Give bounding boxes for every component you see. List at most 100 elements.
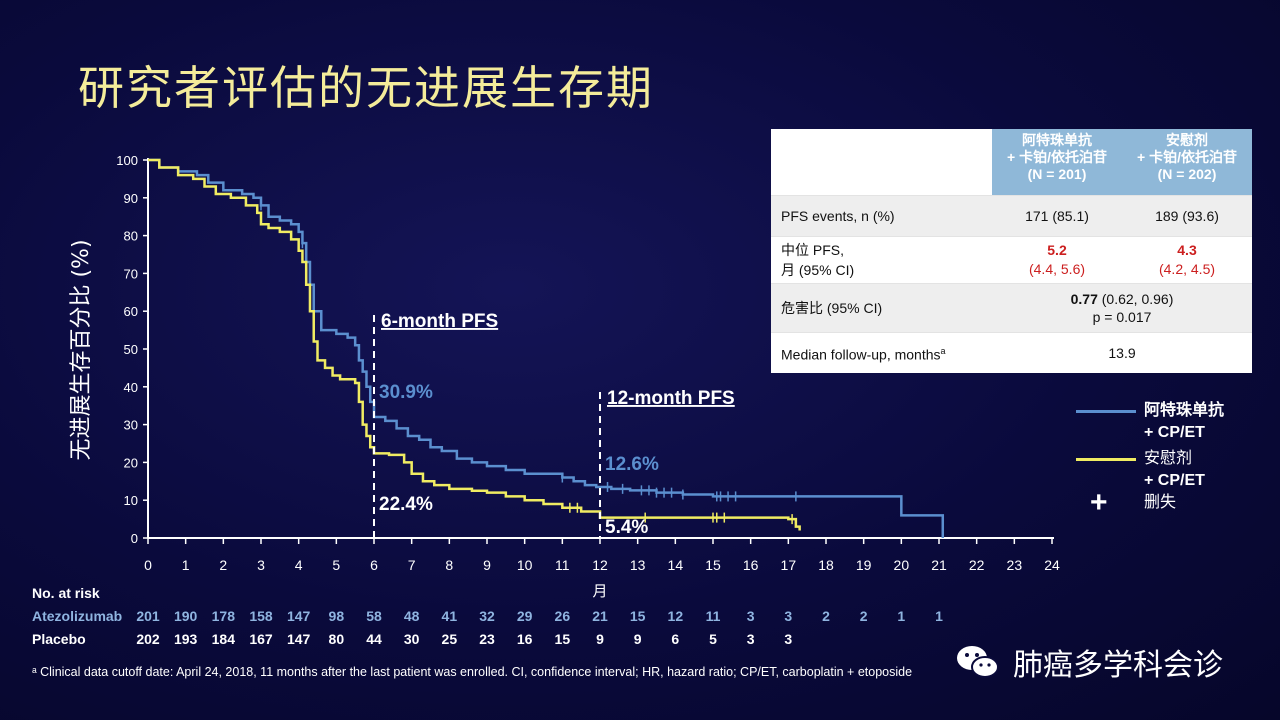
wechat-icon	[955, 642, 1001, 682]
summary-table: 阿特珠单抗 + 卡铂/依托泊苷 (N = 201) 安慰剂 + 卡铂/依托泊苷 (N =…	[771, 129, 1252, 373]
y-tick-label: 20	[124, 455, 138, 470]
x-tick-label: 1	[182, 557, 190, 573]
y-tick-label: 80	[124, 229, 138, 244]
events-atezo: 171 (85.1)	[1025, 207, 1089, 224]
y-tick-label: 10	[124, 493, 138, 508]
x-tick-label: 20	[894, 557, 910, 573]
risk-cell: 98	[328, 608, 345, 624]
y-tick-label: 100	[116, 153, 138, 168]
x-tick-label: 3	[257, 557, 265, 573]
x-tick-label: 5	[332, 557, 340, 573]
table-row-followup: Median follow-up, monthsa 13.9	[771, 332, 1252, 373]
x-tick-label: 14	[668, 557, 684, 573]
risk-cell: 15	[629, 608, 646, 624]
followup-label-text: Median follow-up, months	[781, 346, 941, 363]
annotation-placebo-value: 5.4%	[605, 517, 648, 538]
x-tick-label: 9	[483, 557, 491, 573]
x-axis-label: 月	[592, 582, 607, 600]
table-row-hr: 危害比 (95% CI) 0.77 (0.62, 0.96) p = 0.017	[771, 283, 1252, 332]
risk-cell: 184	[211, 631, 235, 647]
annotation-placebo-value: 22.4%	[379, 494, 433, 515]
x-tick-label: 19	[856, 557, 872, 573]
median-placebo: 4.3 (4.2, 4.5)	[1122, 241, 1252, 279]
risk-cell: 158	[249, 608, 273, 624]
watermark-text: 肺癌多学科会诊	[1013, 648, 1223, 683]
y-axis-label: 无进展生存百分比 (%)	[69, 239, 94, 460]
median-label: 中位 PFS, 月 (95% CI)	[771, 240, 992, 280]
hr-bold: 0.77	[1070, 291, 1098, 307]
x-tick-label: 15	[705, 557, 721, 573]
risk-cell: 41	[441, 608, 458, 624]
risk-cell: 44	[366, 631, 382, 647]
risk-cell: 21	[592, 608, 608, 624]
atezo-curve	[148, 158, 945, 538]
events-placebo: 189 (93.6)	[1155, 207, 1219, 224]
events-label: PFS events, n (%)	[781, 208, 895, 224]
risk-cell: 3	[784, 608, 793, 624]
risk-cell: 1	[935, 608, 943, 624]
risk-cell: 193	[173, 631, 198, 647]
hr-ci: (0.62, 0.96)	[1097, 291, 1174, 307]
table-header: 阿特珠单抗 + 卡铂/依托泊苷 (N = 201) 安慰剂 + 卡铂/依托泊苷 (N =…	[771, 129, 1252, 195]
median-atezo-value: 5.2	[1047, 242, 1067, 258]
table-header-atezo: 阿特珠单抗 + 卡铂/依托泊苷 (N = 201)	[992, 129, 1122, 195]
risk-cell: 6	[671, 631, 680, 647]
risk-cell: 202	[136, 631, 160, 647]
risk-cell: 15	[554, 631, 571, 647]
x-tick-label: 8	[445, 557, 453, 573]
risk-cell: 2	[822, 608, 830, 624]
risk-cell: 178	[211, 608, 235, 624]
followup-sup: a	[940, 346, 946, 357]
legend-atezo-swatch	[1076, 410, 1136, 413]
risk-placebo-label: Placebo	[32, 631, 86, 647]
risk-cell: 32	[479, 608, 495, 624]
risk-cell: 29	[516, 608, 533, 624]
risk-cell: 3	[784, 631, 793, 647]
risk-cell: 5	[709, 631, 717, 647]
footnote: ᵃ Clinical data cutoff date: April 24, 2…	[32, 665, 913, 679]
table-row-events: PFS events, n (%) 171 (85.1) 189 (93.6)	[771, 195, 1252, 236]
risk-cell: 9	[596, 631, 604, 647]
risk-atezo-label: Atezolizumab	[32, 608, 123, 624]
x-tick-label: 0	[144, 557, 152, 573]
annotation-label: 12-month PFS	[607, 388, 735, 409]
median-placebo-ci: (4.2, 4.5)	[1158, 261, 1216, 277]
risk-cell: 9	[633, 631, 642, 647]
x-tick-label: 6	[370, 557, 378, 573]
y-tick-label: 90	[124, 191, 138, 206]
risk-cell: 26	[554, 608, 571, 624]
legend-atezo-line1: 阿特珠单抗	[1144, 402, 1225, 419]
risk-cell: 147	[286, 631, 311, 647]
followup-label: Median follow-up, monthsa	[771, 341, 992, 365]
risk-cell: 167	[249, 631, 273, 647]
x-tick-label: 17	[781, 557, 797, 573]
risk-cell: 3	[746, 608, 755, 624]
y-tick-label: 40	[124, 380, 138, 395]
annotation-label: 6-month PFS	[381, 311, 498, 332]
x-tick-label: 2	[219, 557, 227, 573]
risk-cell: 190	[173, 608, 198, 624]
legend-atezo-line2: + CP/ET	[1144, 424, 1205, 441]
followup-value: 13.9	[1108, 345, 1136, 361]
y-tick-label: 0	[131, 531, 138, 546]
placebo-curve	[148, 158, 801, 531]
censor-plus-icon: +	[1090, 486, 1108, 519]
median-placebo-value: 4.3	[1177, 242, 1197, 258]
x-tick-label: 16	[743, 557, 759, 573]
risk-cell: 3	[746, 631, 755, 647]
legend-placebo-swatch	[1076, 458, 1136, 461]
risk-cell: 23	[479, 631, 495, 647]
x-tick-label: 10	[517, 557, 533, 573]
hr-value: 0.77 (0.62, 0.96) p = 0.017	[992, 290, 1252, 326]
x-tick-label: 24	[1044, 557, 1060, 573]
risk-cell: 30	[403, 631, 420, 647]
legend-censor-label: 删失	[1144, 494, 1177, 511]
y-tick-label: 60	[124, 304, 138, 319]
hr-label: 危害比 (95% CI)	[781, 300, 883, 316]
x-tick-label: 7	[408, 557, 416, 573]
risk-cell: 147	[286, 608, 311, 624]
x-tick-label: 23	[1007, 557, 1023, 573]
risk-cell: 58	[366, 608, 382, 624]
